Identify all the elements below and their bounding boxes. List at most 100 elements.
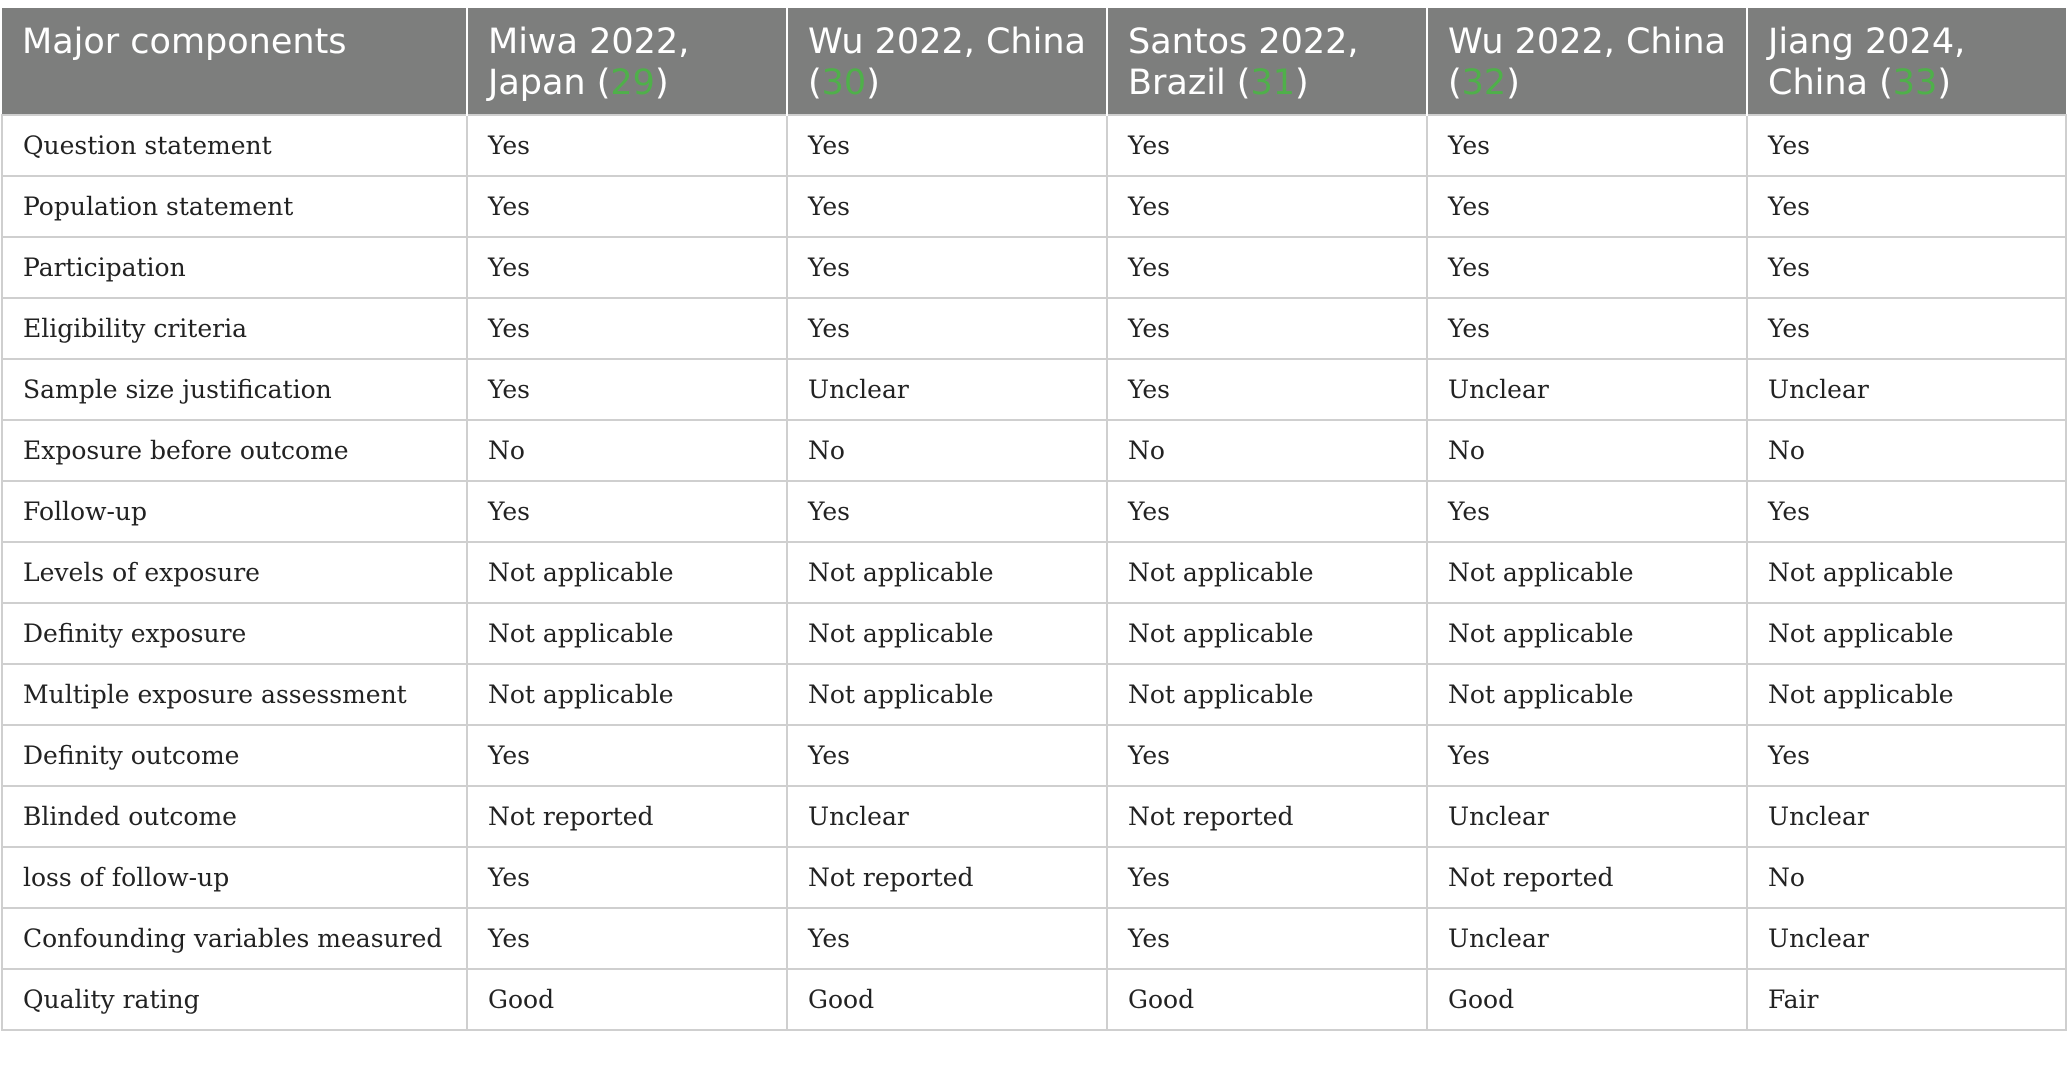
value-cell: Yes	[786, 114, 1108, 177]
header-study-4: Wu 2022, China (32)	[1427, 8, 1748, 115]
value-cell: Unclear	[786, 358, 1108, 421]
value-cell: No	[1746, 419, 2067, 482]
value-cell: Yes	[1426, 724, 1748, 787]
value-cell: Not applicable	[466, 602, 788, 665]
value-cell: Not applicable	[786, 602, 1108, 665]
value-cell: Yes	[1106, 358, 1428, 421]
table-row: Participation Yes Yes Yes Yes Yes	[1, 236, 2067, 299]
value-cell: Yes	[466, 114, 788, 177]
value-cell: Yes	[1426, 236, 1748, 299]
value-cell: Yes	[786, 175, 1108, 238]
value-cell: No	[466, 419, 788, 482]
row-label-cell: loss of follow-up	[1, 846, 468, 909]
reference-link[interactable]: 32	[1461, 63, 1507, 103]
value-cell: Yes	[466, 297, 788, 360]
value-cell: Not applicable	[466, 663, 788, 726]
table-row: Quality rating Good Good Good Good Fair	[1, 968, 2067, 1031]
value-cell: Fair	[1746, 968, 2067, 1031]
value-cell: Yes	[786, 480, 1108, 543]
table-row: Multiple exposure assessment Not applicab…	[1, 663, 2067, 726]
value-cell: Unclear	[1746, 785, 2067, 848]
value-cell: Yes	[466, 480, 788, 543]
value-cell: Yes	[466, 846, 788, 909]
value-cell: Yes	[1106, 114, 1428, 177]
value-cell: Yes	[1746, 175, 2067, 238]
row-label-cell: Population statement	[1, 175, 468, 238]
row-label-cell: Exposure before outcome	[1, 419, 468, 482]
value-cell: Good	[466, 968, 788, 1031]
value-cell: Yes	[1106, 297, 1428, 360]
table-row: Population statement Yes Yes Yes Yes Yes	[1, 175, 2067, 238]
value-cell: Yes	[1106, 175, 1428, 238]
value-cell: No	[1106, 419, 1428, 482]
table-row: Exposure before outcome No No No No No	[1, 419, 2067, 482]
value-cell: Yes	[1106, 846, 1428, 909]
row-label-cell: Blinded outcome	[1, 785, 468, 848]
value-cell: Good	[786, 968, 1108, 1031]
header-study-3: Santos 2022, Brazil (31)	[1107, 8, 1428, 115]
value-cell: Yes	[466, 907, 788, 970]
reference-link[interactable]: 30	[821, 63, 867, 103]
value-cell: No	[786, 419, 1108, 482]
value-cell: Unclear	[1426, 785, 1748, 848]
value-cell: Yes	[1106, 480, 1428, 543]
table-row: Blinded outcome Not reported Unclear Not re…	[1, 785, 2067, 848]
value-cell: Yes	[466, 358, 788, 421]
row-label-cell: Quality rating	[1, 968, 468, 1031]
table-row: Definity outcome Yes Yes Yes Yes Yes	[1, 724, 2067, 787]
value-cell: Yes	[1106, 907, 1428, 970]
header-paren: )	[1937, 63, 1951, 103]
header-paren: )	[654, 63, 669, 103]
header-study-5: Jiang 2024, China (33)	[1747, 8, 2066, 115]
value-cell: Yes	[1746, 114, 2067, 177]
row-label-cell: Definity outcome	[1, 724, 468, 787]
row-label-cell: Participation	[1, 236, 468, 299]
value-cell: Yes	[786, 907, 1108, 970]
header-paren: )	[1295, 63, 1309, 103]
value-cell: Not applicable	[1106, 663, 1428, 726]
header-row: Major components Miwa 2022, Japan (29) W…	[2, 8, 2066, 115]
value-cell: Not reported	[1426, 846, 1748, 909]
table-row: Levels of exposure Not applicable Not appl…	[1, 541, 2067, 604]
value-cell: Not reported	[1106, 785, 1428, 848]
row-label-cell: Confounding variables measured	[1, 907, 468, 970]
value-cell: Yes	[786, 724, 1108, 787]
value-cell: Unclear	[1746, 358, 2067, 421]
value-cell: Unclear	[1426, 907, 1748, 970]
header-study-1: Miwa 2022, Japan (29)	[467, 8, 788, 115]
value-cell: Yes	[1426, 480, 1748, 543]
header-study-2: Wu 2022, China (30)	[787, 8, 1108, 115]
table-row: Definity exposure Not applicable Not appli…	[1, 602, 2067, 665]
header-label: Major components	[22, 22, 347, 62]
value-cell: Not applicable	[1106, 541, 1428, 604]
row-label-cell: Eligibility criteria	[1, 297, 468, 360]
reference-link[interactable]: 29	[610, 63, 655, 103]
quality-assessment-table: Major components Miwa 2022, Japan (29) W…	[1, 8, 2067, 1031]
value-cell: Yes	[1746, 480, 2067, 543]
value-cell: Yes	[1426, 297, 1748, 360]
value-cell: Not applicable	[1746, 663, 2067, 726]
header-label: Wu 2022, China (	[808, 22, 1086, 103]
table-row: Eligibility criteria Yes Yes Yes Yes Yes	[1, 297, 2067, 360]
value-cell: Unclear	[1426, 358, 1748, 421]
header-label: Jiang 2024, China (	[1768, 22, 1966, 103]
header-paren: )	[1506, 63, 1520, 103]
value-cell: Not applicable	[1106, 602, 1428, 665]
reference-link[interactable]: 33	[1892, 63, 1938, 103]
reference-link[interactable]: 31	[1250, 63, 1295, 103]
value-cell: Yes	[466, 236, 788, 299]
value-cell: Yes	[1746, 724, 2067, 787]
header-label: Santos 2022, Brazil (	[1128, 22, 1359, 103]
row-label-cell: Levels of exposure	[1, 541, 468, 604]
value-cell: Yes	[1106, 724, 1428, 787]
value-cell: Not applicable	[1746, 541, 2067, 604]
table-row: Sample size justification Yes Unclear Yes Un…	[1, 358, 2067, 421]
value-cell: Good	[1106, 968, 1428, 1031]
row-label-cell: Multiple exposure assessment	[1, 663, 468, 726]
header-major-components: Major components	[2, 8, 468, 115]
value-cell: Not applicable	[1746, 602, 2067, 665]
header-label: Wu 2022, China (	[1448, 22, 1726, 103]
value-cell: Not applicable	[466, 541, 788, 604]
value-cell: Not applicable	[1426, 663, 1748, 726]
value-cell: Yes	[786, 297, 1108, 360]
